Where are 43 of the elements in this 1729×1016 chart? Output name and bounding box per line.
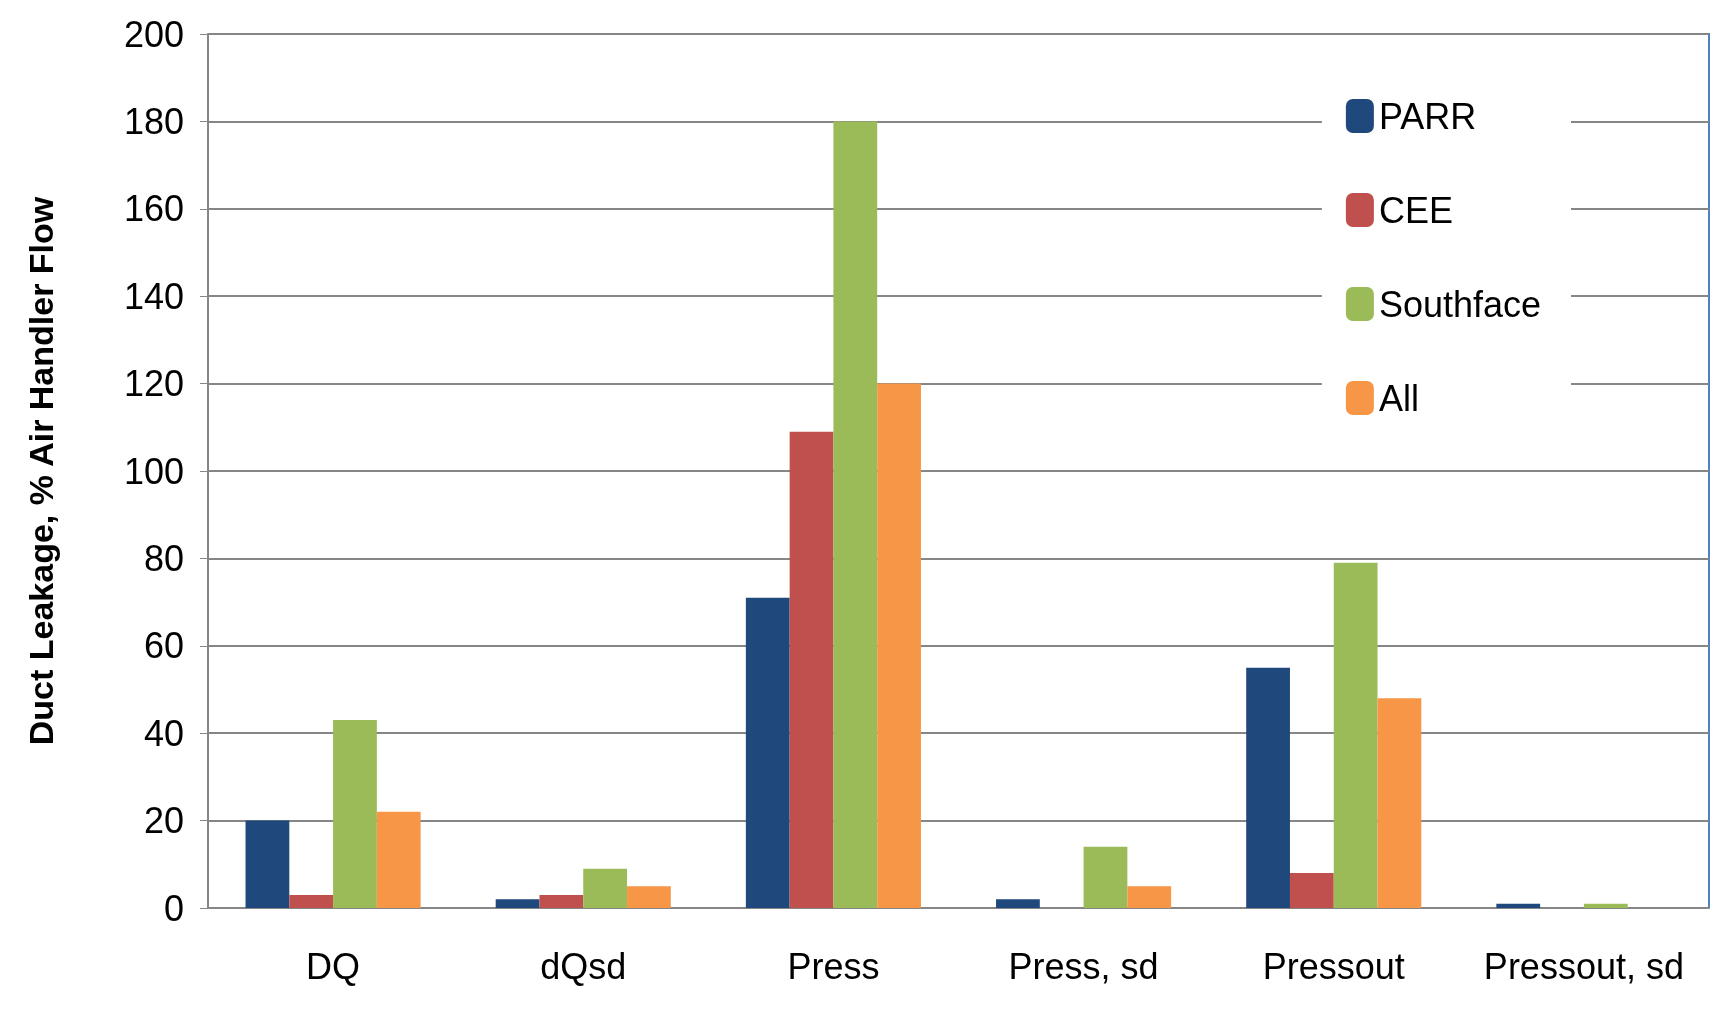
bar [1496, 903, 1541, 908]
bar [245, 820, 290, 908]
x-tick-label: Pressout, sd [1483, 945, 1684, 987]
legend-label: Southface [1378, 283, 1541, 325]
bar [333, 720, 377, 908]
bar [539, 894, 584, 908]
bar [1289, 873, 1334, 908]
bar [495, 899, 540, 908]
y-axis-title: Duct Leakage, % Air Handler Flow [22, 196, 60, 746]
legend-label: PARR [1378, 95, 1477, 137]
y-tick-label: 180 [123, 100, 184, 142]
bar [1127, 886, 1172, 908]
x-tick-label: dQsd [540, 945, 627, 987]
y-tick-label: 200 [123, 13, 184, 55]
x-tick-label: Press [787, 945, 880, 987]
bar [1583, 903, 1628, 908]
bar [996, 899, 1040, 908]
bar [627, 886, 671, 908]
y-tick-label: 80 [143, 537, 184, 579]
bar [745, 597, 790, 908]
bar [1377, 698, 1422, 908]
bar [1333, 562, 1378, 908]
x-tick-label: DQ [306, 945, 361, 987]
bar [1246, 667, 1290, 908]
bar [789, 431, 834, 908]
y-tick-label: 140 [123, 275, 184, 317]
bar [376, 811, 421, 908]
x-tick-label: Pressout [1262, 945, 1405, 987]
y-tick-label: 20 [143, 800, 184, 842]
x-tick-label: Press, sd [1008, 945, 1159, 987]
bar [833, 121, 878, 908]
y-tick-label: 160 [123, 188, 184, 230]
bar [289, 894, 334, 908]
y-tick-label: 40 [143, 712, 184, 754]
y-tick-label: 120 [123, 363, 184, 405]
bar [877, 383, 921, 908]
legend-label: CEE [1378, 189, 1453, 231]
legend-label: All [1378, 377, 1419, 419]
y-tick-label: 100 [123, 450, 184, 492]
bar [1083, 846, 1128, 908]
y-tick-label: 60 [143, 625, 184, 667]
bar [583, 868, 628, 908]
y-tick-label: 0 [163, 887, 184, 929]
